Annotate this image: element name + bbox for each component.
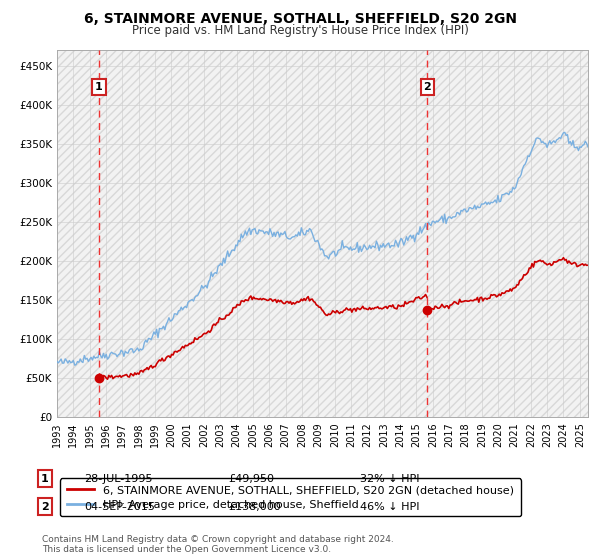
Text: 1: 1 xyxy=(95,82,103,92)
Text: Price paid vs. HM Land Registry's House Price Index (HPI): Price paid vs. HM Land Registry's House … xyxy=(131,24,469,36)
Text: 04-SEP-2015: 04-SEP-2015 xyxy=(84,502,155,512)
Text: 28-JUL-1995: 28-JUL-1995 xyxy=(84,474,152,484)
Text: 32% ↓ HPI: 32% ↓ HPI xyxy=(360,474,419,484)
Text: 2: 2 xyxy=(41,502,49,512)
Text: 2: 2 xyxy=(424,82,431,92)
Text: £49,950: £49,950 xyxy=(228,474,274,484)
Text: 6, STAINMORE AVENUE, SOTHALL, SHEFFIELD, S20 2GN: 6, STAINMORE AVENUE, SOTHALL, SHEFFIELD,… xyxy=(83,12,517,26)
Text: 1: 1 xyxy=(41,474,49,484)
Text: Contains HM Land Registry data © Crown copyright and database right 2024.
This d: Contains HM Land Registry data © Crown c… xyxy=(42,535,394,554)
Text: £138,000: £138,000 xyxy=(228,502,281,512)
Legend: 6, STAINMORE AVENUE, SOTHALL, SHEFFIELD, S20 2GN (detached house), HPI: Average : 6, STAINMORE AVENUE, SOTHALL, SHEFFIELD,… xyxy=(60,478,521,516)
Text: 46% ↓ HPI: 46% ↓ HPI xyxy=(360,502,419,512)
